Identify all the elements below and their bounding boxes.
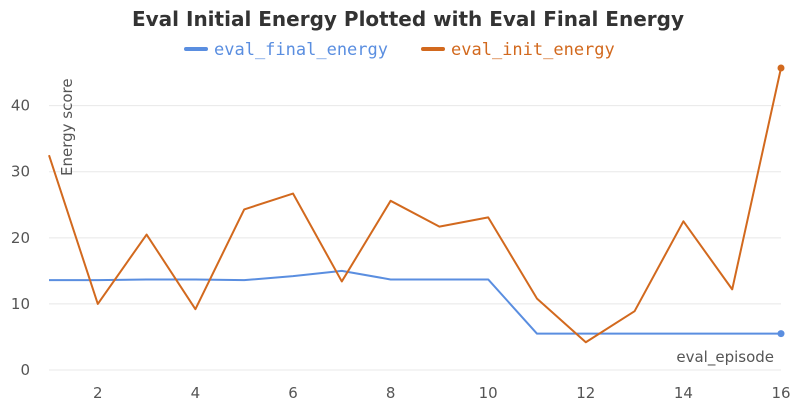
x-tick-label: 2: [93, 384, 103, 402]
x-tick-label: 4: [191, 384, 201, 402]
x-tick-label: 10: [479, 384, 498, 402]
series-line-eval_final_energy[interactable]: [49, 269, 781, 335]
x-tick-label: 6: [288, 384, 298, 402]
x-tick-label: 8: [386, 384, 396, 402]
chart-title: Eval Initial Energy Plotted with Eval Fi…: [132, 7, 684, 31]
x-axis-label: eval_episode: [676, 348, 774, 367]
y-tick-label: 40: [11, 97, 30, 115]
x-tick-label: 12: [576, 384, 595, 402]
y-tick-label: 30: [11, 163, 30, 181]
legend-label-init: eval_init_energy: [451, 40, 615, 60]
x-tick-label: 16: [771, 384, 790, 402]
legend-label-final: eval_final_energy: [214, 40, 388, 60]
series-lines: [48, 64, 785, 344]
grid-lines: [49, 105, 781, 371]
legend-item-final[interactable]: eval_final_energy: [184, 40, 388, 60]
y-axis-ticks: 0 10 20 30 40: [11, 97, 30, 379]
y-tick-label: 20: [11, 229, 30, 247]
x-axis-ticks: 2 4 6 8 10 12 14 16: [93, 384, 791, 402]
legend-item-init[interactable]: eval_init_energy: [421, 40, 615, 60]
y-axis-label: Energy score: [58, 78, 76, 176]
y-tick-label: 0: [20, 361, 30, 379]
legend: eval_final_energy eval_init_energy: [184, 40, 615, 60]
series-endpoint-eval_final_energy: [777, 330, 785, 338]
series-endpoint-eval_init_energy: [777, 64, 785, 72]
series-line-eval_init_energy[interactable]: [48, 67, 782, 344]
x-tick-label: 14: [674, 384, 693, 402]
y-tick-label: 10: [11, 295, 30, 313]
